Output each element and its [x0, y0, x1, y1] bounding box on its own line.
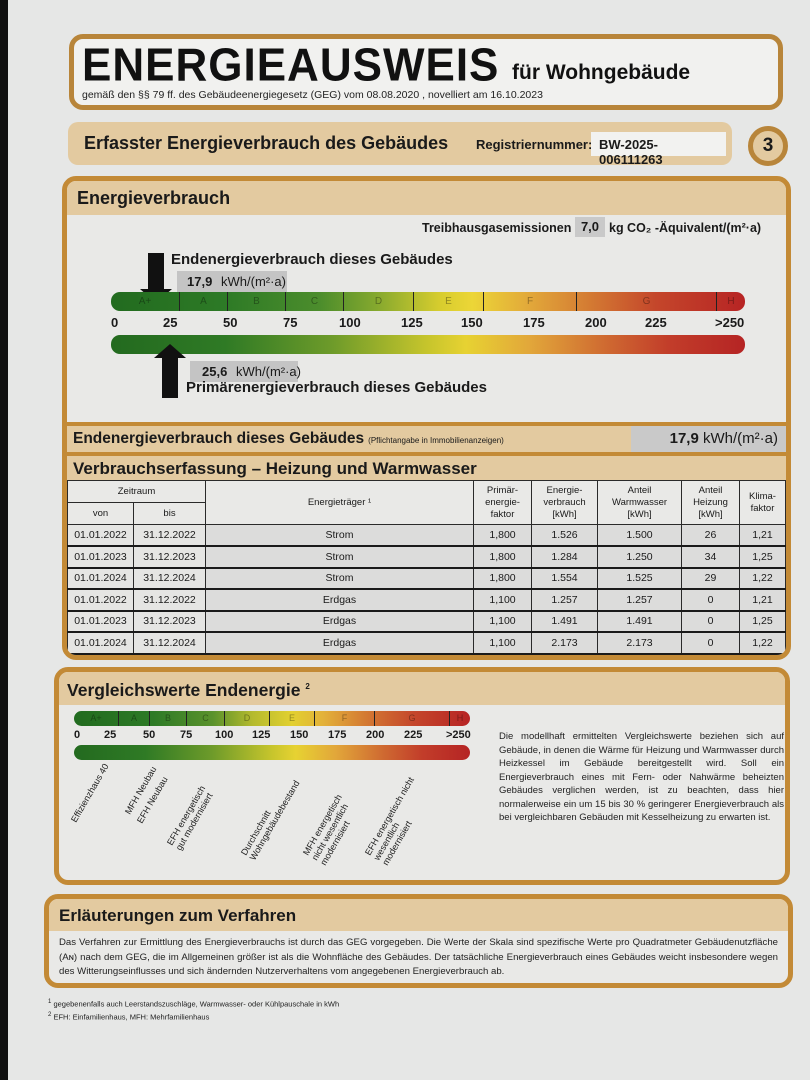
certificate-title-box: ENERGIEAUSWEIS für Wohngebäude gemäß den… — [69, 34, 783, 110]
explanation-title: Erläuterungen zum Verfahren — [49, 899, 788, 931]
table-row: 01.01.2022 31.12.2022 Strom 1,800 1.526 … — [67, 524, 786, 547]
label-efh-gut-modernisiert: EFH energetisch gut modernisiert — [165, 783, 215, 852]
col-period: Zeitraum — [67, 480, 206, 503]
table-row: 01.01.2022 31.12.2022 Erdgas 1,100 1.257… — [67, 588, 786, 612]
explanation-body: Das Verfahren zur Ermittlung des Energie… — [59, 937, 778, 977]
table-row: 01.01.2024 31.12.2024 Strom 1,800 1.554 … — [67, 567, 786, 590]
col-primary-factor: Primär- energie- faktor — [473, 480, 532, 525]
final-energy-summary-row: Endenergieverbrauch dieses Gebäudes (Pfli… — [67, 422, 786, 452]
primary-energy-unit: kWh/(m²·a) — [236, 364, 301, 379]
consumption-table-title: Verbrauchserfassung – Heizung und Warmwa… — [67, 452, 786, 480]
consumption-table: Zeitraum Energieträger ¹ Primär- energie… — [67, 480, 786, 655]
class-e: E — [414, 292, 484, 311]
label-durchschnitt-bestand: Durchschnitt Wohngebäudebestand — [239, 778, 302, 862]
ghg-value: 7,0 — [575, 217, 605, 237]
comparison-gradient-bar — [74, 745, 470, 760]
certificate-subtitle: für Wohngebäude — [512, 61, 691, 84]
energy-consumption-panel: Energieverbrauch Treibhausgasemissionen … — [62, 176, 791, 660]
col-to: bis — [133, 502, 206, 525]
page-number-badge: 3 — [748, 126, 788, 166]
class-b: B — [228, 292, 286, 311]
section-title: Erfasster Energieverbrauch des Gebäudes — [84, 133, 449, 153]
comparison-note: Die modellhaft ermittelten Vergleichswer… — [499, 731, 784, 823]
section-header: Erfasster Energieverbrauch des Gebäudes … — [68, 122, 732, 167]
label-mfh-nicht-modernisiert: MFH energetisch nicht wesentlich moderni… — [301, 792, 352, 867]
certificate-title: ENERGIEAUSWEIS — [82, 39, 500, 92]
table-row: 01.01.2024 31.12.2024 Erdgas 1,100 2.173… — [67, 631, 786, 655]
col-from: von — [67, 502, 134, 525]
class-h: H — [727, 296, 735, 307]
class-f: F — [484, 292, 577, 311]
registration-label: Registriernummer: — [476, 137, 593, 152]
photo-edge — [0, 0, 8, 1080]
summary-note: (Pflichtangabe in Immobilienanzeigen) — [368, 436, 504, 445]
label-effizienzhaus-40: Effizienzhaus 40 — [69, 761, 111, 824]
summary-label: Endenergieverbrauch dieses Gebäudes — [73, 430, 365, 447]
class-a-plus: A+ — [111, 292, 180, 311]
col-heating: Anteil Heizung [kWh] — [681, 480, 740, 525]
class-d: D — [344, 292, 414, 311]
comparison-title: Vergleichswerte Endenergie 2 — [59, 672, 785, 705]
ghg-label: Treibhausgasemissionen — [422, 221, 572, 235]
final-energy-unit: kWh/(m²·a) — [221, 274, 286, 289]
primary-energy-value: 25,6 — [202, 364, 228, 379]
comparison-values-panel: Vergleichswerte Endenergie 2 A+ A B C D … — [54, 667, 790, 885]
final-energy-value: 17,9 — [187, 274, 213, 289]
class-a: A — [180, 292, 228, 311]
energy-panel-title: Energieverbrauch — [67, 181, 786, 215]
summary-unit: kWh/(m²·a) — [703, 430, 778, 447]
efficiency-class-scale: A+ A B C D E F G H — [111, 292, 745, 311]
footnote-2: 2 EFH: Einfamilienhaus, MFH: Mehrfamilie… — [48, 1011, 210, 1022]
registration-number: BW-2025-006111263 — [591, 132, 726, 167]
col-climate-factor: Klima- faktor — [739, 480, 786, 525]
table-row: 01.01.2023 31.12.2023 Strom 1,800 1.284 … — [67, 545, 786, 569]
col-hot-water: Anteil Warmwasser [kWh] — [597, 480, 682, 525]
summary-value-box: 17,9 kWh/(m²·a) — [631, 426, 786, 452]
final-energy-arrow-icon — [140, 253, 172, 303]
final-energy-label: Endenergieverbrauch dieses Gebäudes — [171, 251, 453, 268]
explanation-panel: Erläuterungen zum Verfahren Das Verfahre… — [44, 894, 793, 988]
col-energy-use: Energie- verbrauch [kWh] — [531, 480, 598, 525]
footnotes: 1 gegebenenfalls auch Leerstandszuschläg… — [48, 997, 339, 1022]
legal-basis-note: gemäß den §§ 79 ff. des Gebäudeenergiege… — [82, 89, 543, 101]
final-energy-value-box: 17,9 kWh/(m²·a) — [177, 271, 287, 293]
class-g: G — [577, 292, 717, 311]
class-c: C — [286, 292, 344, 311]
primary-energy-gradient-bar — [111, 335, 745, 354]
comparison-class-scale: A+ A B C D E F G H — [74, 711, 470, 726]
primary-energy-label: Primärenergieverbrauch dieses Gebäudes — [186, 379, 487, 396]
footnote-1: 1 gegebenenfalls auch Leerstandszuschläg… — [48, 999, 340, 1009]
summary-value: 17,9 — [669, 430, 699, 447]
primary-energy-arrow-icon — [154, 344, 186, 398]
primary-energy-value-box: 25,6 kWh/(m²·a) — [190, 361, 301, 382]
ghg-unit: kg CO₂ -Äquivalent/(m²·a) — [609, 221, 762, 235]
col-carrier: Energieträger ¹ — [205, 480, 474, 525]
table-row: 01.01.2023 31.12.2023 Erdgas 1,100 1.491… — [67, 610, 786, 633]
label-efh-nicht-modernisiert: EFH energetisch nicht wesentlich moderni… — [363, 775, 416, 867]
